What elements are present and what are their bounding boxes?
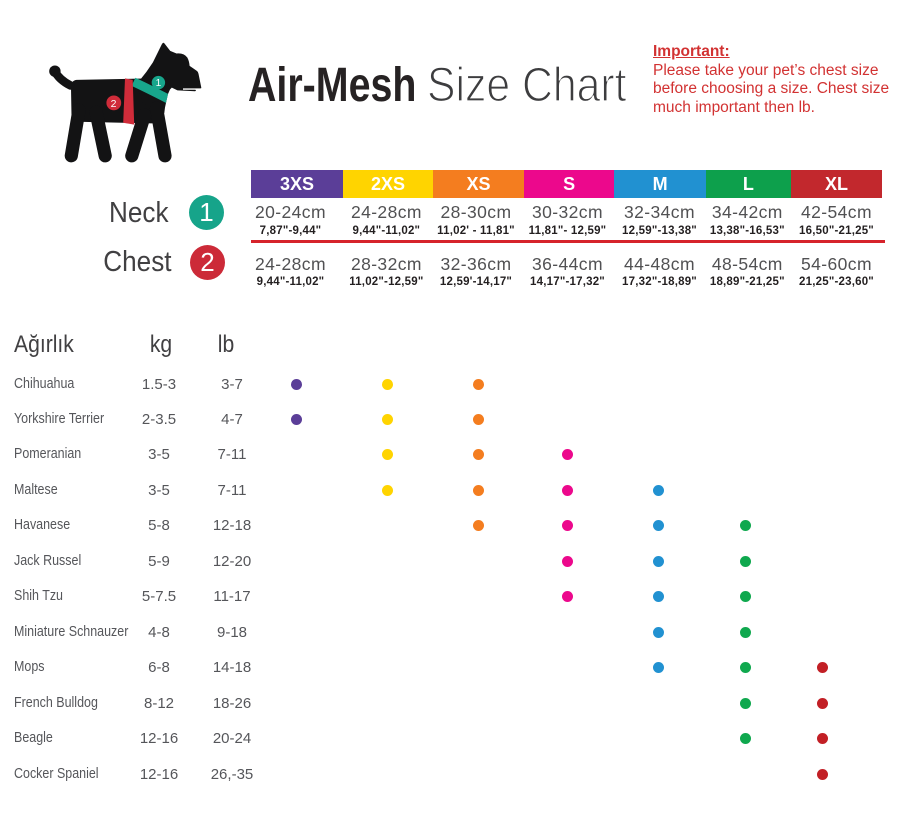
svg-text:1: 1 bbox=[156, 78, 162, 89]
svg-text:2: 2 bbox=[111, 98, 117, 110]
